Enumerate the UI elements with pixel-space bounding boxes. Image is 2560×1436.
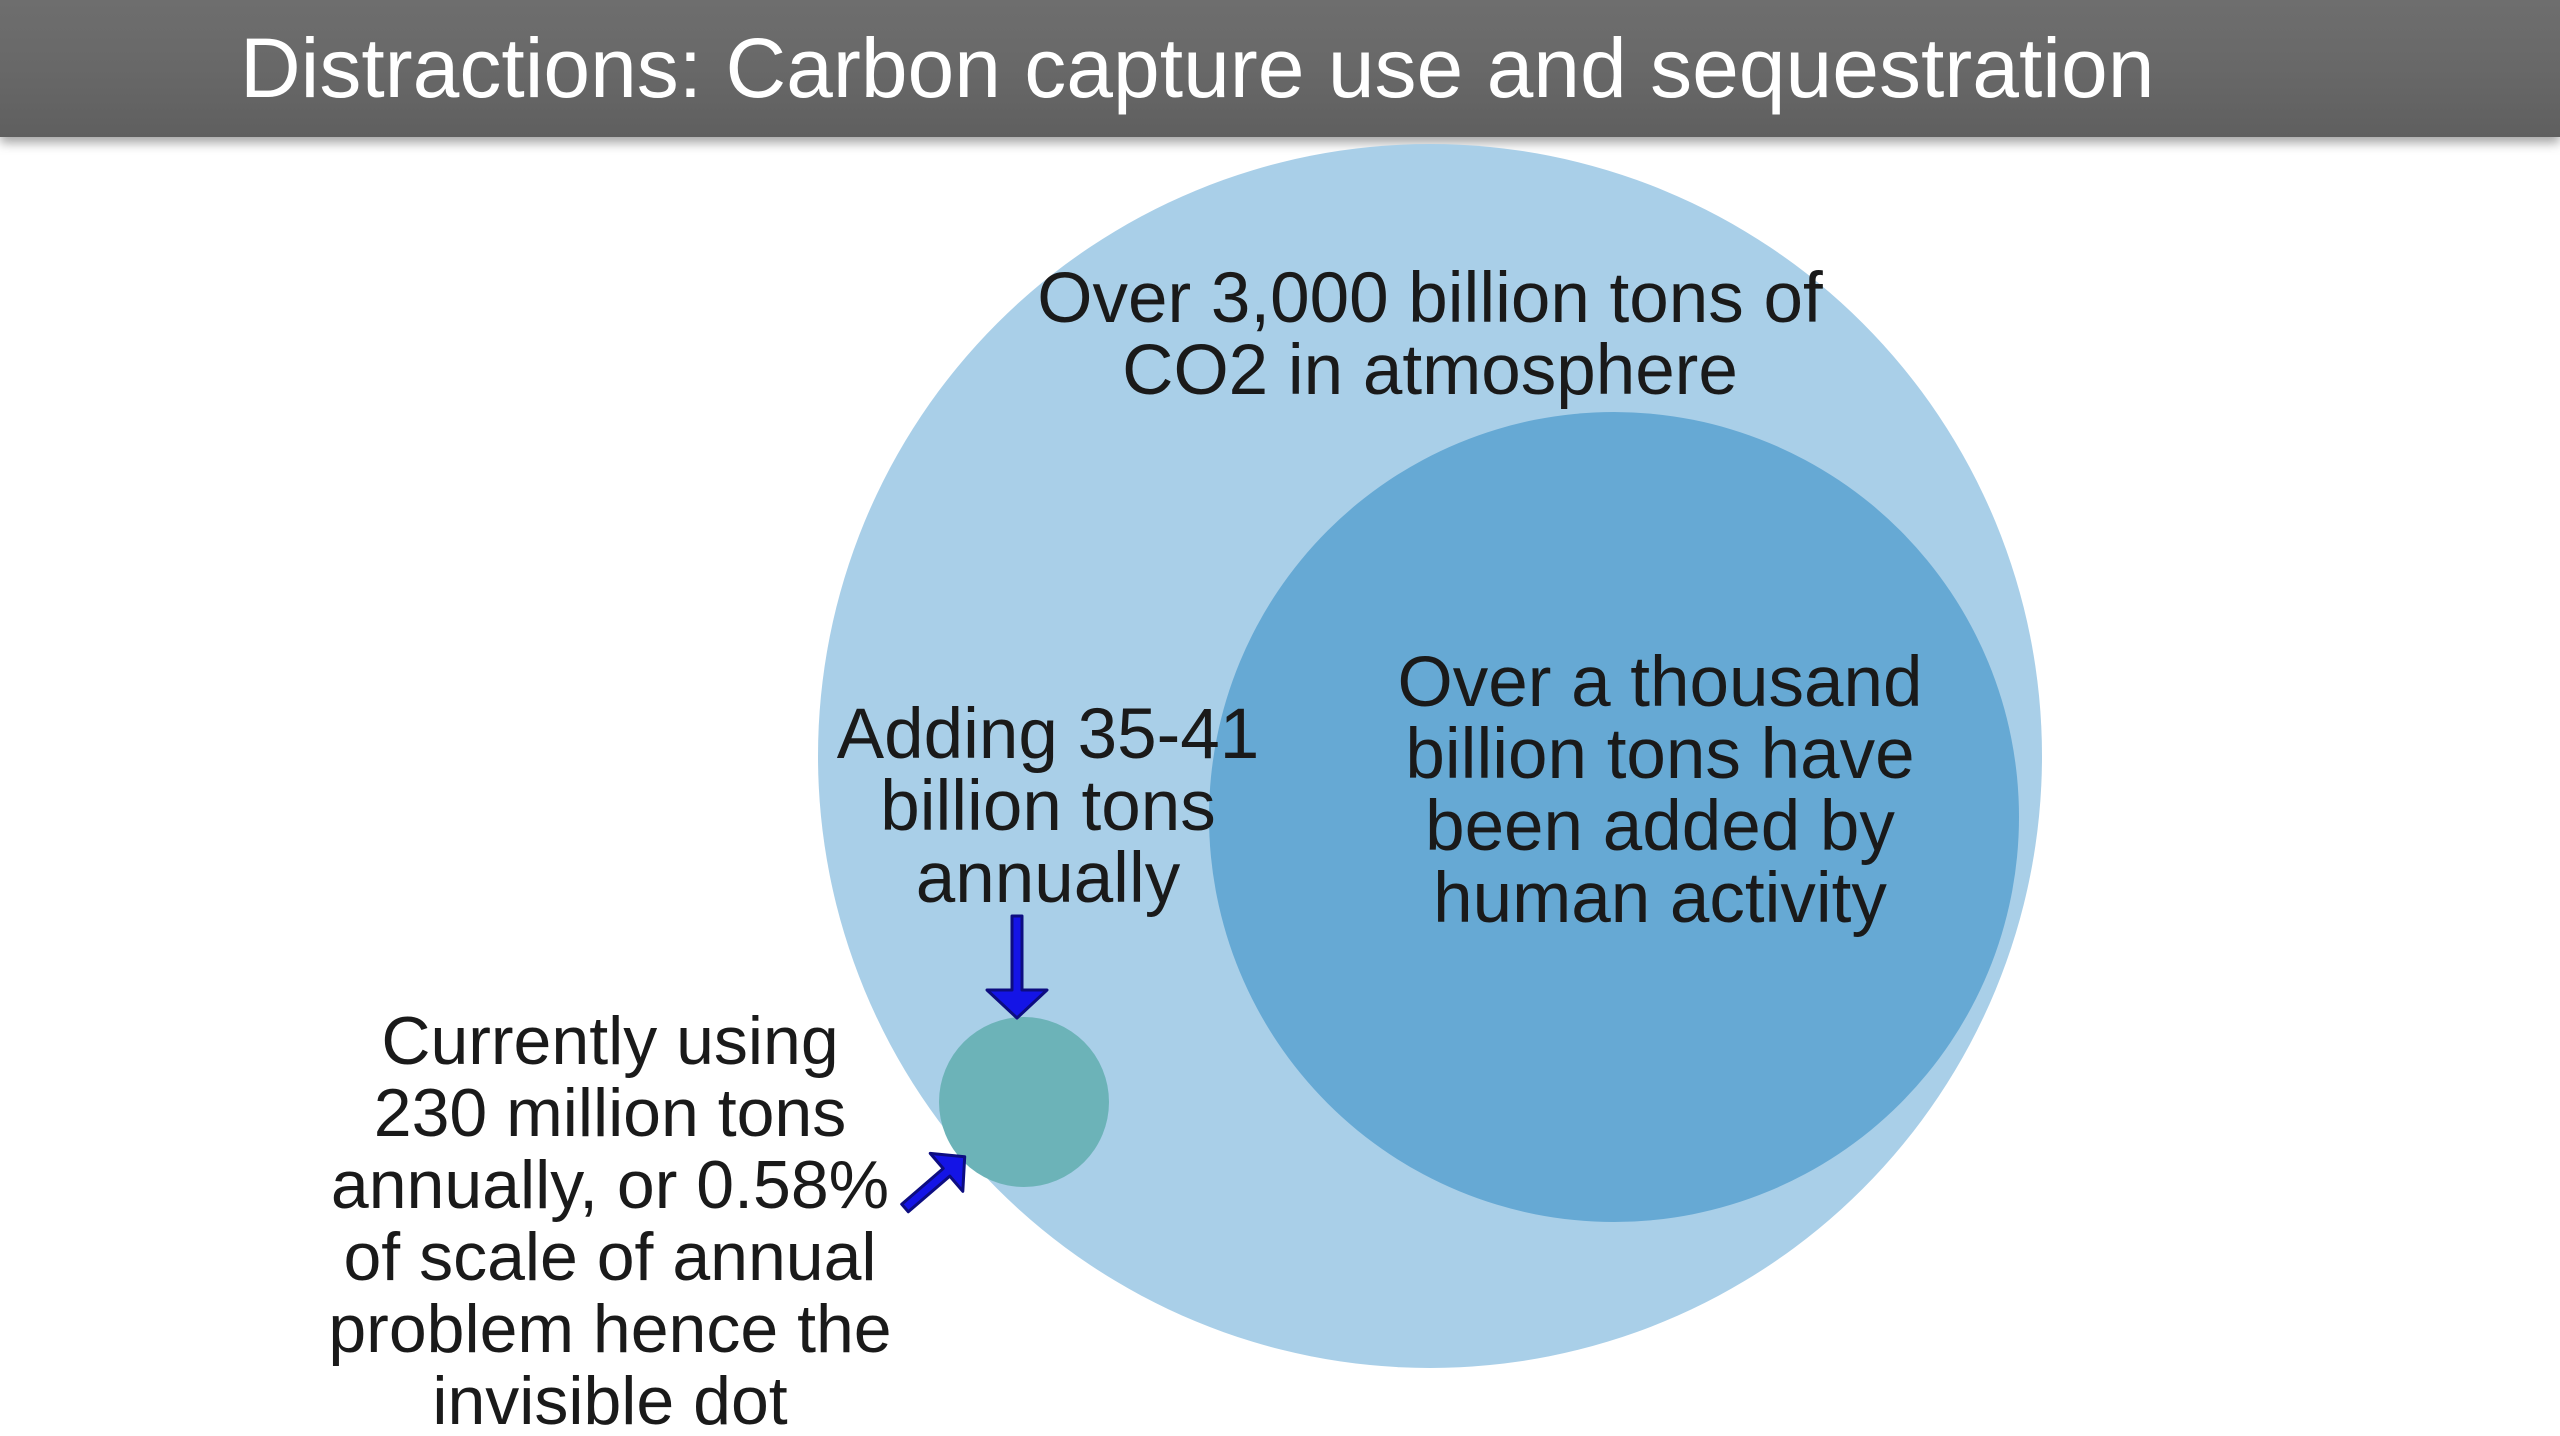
svg-text:annually: annually xyxy=(916,839,1181,918)
svg-text:Over a thousand: Over a thousand xyxy=(1398,643,1923,722)
svg-text:invisible dot: invisible dot xyxy=(432,1363,787,1436)
svg-text:billion tons: billion tons xyxy=(880,767,1215,846)
svg-text:billion tons have: billion tons have xyxy=(1405,715,1914,794)
svg-text:Adding 35-41: Adding 35-41 xyxy=(837,695,1259,774)
svg-text:annually, or 0.58%: annually, or 0.58% xyxy=(331,1147,889,1223)
svg-text:Over 3,000 billion tons of: Over 3,000 billion tons of xyxy=(1037,259,1823,338)
svg-text:Currently using: Currently using xyxy=(381,1003,838,1079)
svg-text:human activity: human activity xyxy=(1433,859,1887,938)
svg-text:problem hence the: problem hence the xyxy=(328,1291,891,1367)
svg-text:been added by: been added by xyxy=(1425,787,1895,866)
svg-text:CO2 in atmosphere: CO2 in atmosphere xyxy=(1122,331,1738,410)
svg-text:of scale of annual: of scale of annual xyxy=(343,1219,876,1295)
svg-text:230 million tons: 230 million tons xyxy=(374,1075,846,1151)
